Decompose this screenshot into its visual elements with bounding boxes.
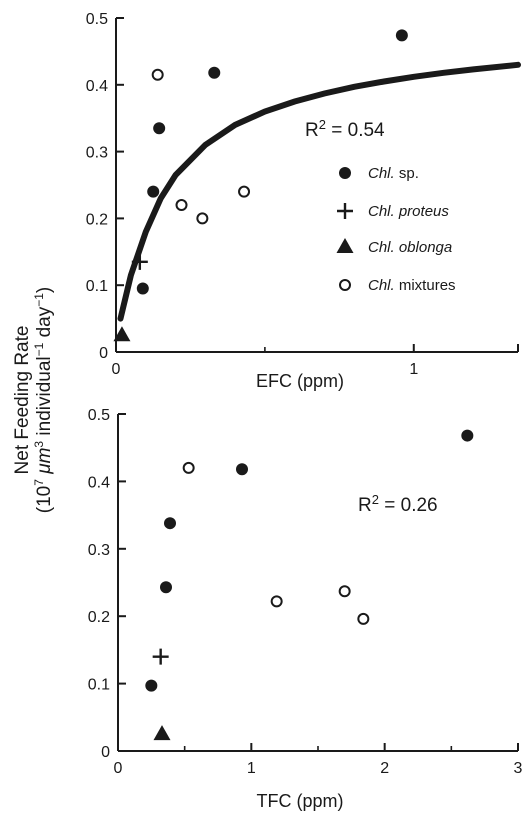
tfc-x-tick-label: 1 bbox=[247, 760, 256, 777]
tfc-x-tick-label: 3 bbox=[514, 760, 523, 777]
legend-marker-filled-triangle bbox=[336, 238, 354, 253]
efc-y-tick-label: 0 bbox=[99, 345, 108, 362]
tfc-y-tick-label: 0.5 bbox=[88, 407, 110, 424]
ylabel-sup-4: −1 bbox=[32, 293, 46, 307]
legend-label: Chl. mixtures bbox=[368, 277, 456, 294]
panel-tfc: 0 0.1 0.2 0.3 0.4 0.5 0 1 2 3 TFC (ppm) bbox=[88, 407, 523, 811]
tfc-point-open-circle bbox=[357, 612, 370, 625]
tfc-point-filled-circle bbox=[236, 463, 248, 476]
r-squared-top-sup: 2 bbox=[319, 117, 326, 132]
ylabel-sup-1: 7 bbox=[32, 479, 46, 486]
efc-x-tick-label: 0 bbox=[112, 361, 121, 378]
tfc-x-axis-label: TFC (ppm) bbox=[257, 791, 344, 811]
ylabel-mid: individual bbox=[34, 356, 55, 441]
efc-y-tick-label: 0.1 bbox=[86, 278, 108, 295]
r-squared-top-r: R bbox=[305, 120, 319, 141]
tfc-y-tick-label: 0.3 bbox=[88, 542, 110, 559]
r-squared-top-value: = 0.54 bbox=[326, 120, 385, 141]
tfc-y-tick-label: 0 bbox=[101, 744, 110, 761]
legend-marker-plus bbox=[337, 203, 353, 219]
tfc-point-open-circle bbox=[270, 595, 283, 608]
ylabel-sup-2: 3 bbox=[32, 441, 46, 448]
legend-label-rest: mixtures bbox=[395, 277, 456, 294]
tfc-x-tick-label: 2 bbox=[380, 760, 389, 777]
tfc-point-filled-triangle bbox=[153, 725, 171, 741]
legend-marker-open-circle bbox=[339, 279, 351, 291]
efc-y-tick-label: 0.5 bbox=[86, 11, 108, 28]
efc-fit-curve bbox=[117, 61, 521, 322]
panel-efc: 0 0.1 0.2 0.3 0.4 0.5 0 1 EFC (ppm) bbox=[86, 11, 521, 391]
legend-label-italic: Chl. bbox=[368, 165, 395, 182]
r-squared-bottom-sup: 2 bbox=[372, 492, 379, 507]
tfc-point-filled-circle bbox=[164, 517, 176, 530]
ylabel-post: ) bbox=[34, 287, 55, 293]
tfc-point-plus bbox=[152, 648, 169, 665]
r-squared-bottom-value: = 0.26 bbox=[379, 495, 438, 516]
efc-point-open-circle bbox=[238, 185, 251, 198]
efc-point-filled-circle bbox=[153, 122, 166, 135]
efc-y-tick-label: 0.3 bbox=[86, 145, 108, 162]
efc-y-tick-label: 0.2 bbox=[86, 211, 108, 228]
efc-x-tick-label: 1 bbox=[409, 361, 418, 378]
tfc-x-tick-label: 0 bbox=[114, 760, 123, 777]
ylabel-day: day bbox=[34, 306, 55, 342]
legend-label-italic: Chl. proteus bbox=[368, 203, 449, 220]
tfc-point-filled-circle bbox=[461, 429, 474, 442]
tfc-y-tick-label: 0.2 bbox=[88, 609, 110, 626]
efc-x-axis-label: EFC (ppm) bbox=[256, 371, 344, 391]
efc-point-filled-circle bbox=[208, 66, 221, 79]
efc-point-plus bbox=[131, 253, 148, 270]
tfc-point-filled-circle bbox=[145, 679, 158, 692]
ylabel-sup-3: −1 bbox=[32, 342, 46, 356]
legend-label: Chl. sp. bbox=[368, 165, 419, 182]
legend-label: Chl. proteus bbox=[368, 203, 449, 220]
legend-label: Chl. oblonga bbox=[368, 239, 452, 256]
efc-point-filled-circle bbox=[136, 282, 149, 295]
r-squared-bottom-r: R bbox=[358, 495, 372, 516]
legend-marker-filled-circle bbox=[339, 167, 351, 179]
tfc-y-tick-label: 0.4 bbox=[88, 474, 110, 491]
efc-y-tick-label: 0.4 bbox=[86, 78, 108, 95]
efc-point-filled-triangle bbox=[113, 326, 131, 342]
efc-point-open-circle bbox=[175, 199, 188, 212]
tfc-point-filled-circle bbox=[160, 581, 172, 594]
ylabel-pre: (10 bbox=[34, 486, 55, 513]
tfc-point-open-circle bbox=[338, 585, 351, 598]
tfc-y-tick-label: 0.1 bbox=[88, 677, 110, 694]
legend: Chl. sp. Chl. proteus Chl. oblonga Chl. mix… bbox=[336, 165, 456, 294]
efc-point-open-circle bbox=[196, 212, 209, 225]
ylabel-mu: μm bbox=[34, 448, 55, 480]
efc-point-filled-circle bbox=[395, 29, 408, 42]
y-axis-label: Net Feeding Rate (107 μm3 individual−1 d… bbox=[12, 287, 55, 513]
efc-point-open-circle bbox=[151, 68, 164, 81]
r-squared-top: R2 = 0.54 bbox=[305, 117, 385, 142]
tfc-point-open-circle bbox=[182, 461, 195, 474]
legend-label-rest: sp. bbox=[395, 165, 419, 182]
y-axis-label-line2: (107 μm3 individual−1 day−1) bbox=[32, 287, 55, 513]
r-squared-bottom: R2 = 0.26 bbox=[358, 492, 438, 517]
legend-label-italic: Chl. oblonga bbox=[368, 239, 452, 256]
y-axis-label-line1: Net Feeding Rate bbox=[12, 326, 33, 475]
legend-label-italic: Chl. bbox=[368, 277, 395, 294]
efc-point-filled-circle bbox=[147, 185, 160, 198]
